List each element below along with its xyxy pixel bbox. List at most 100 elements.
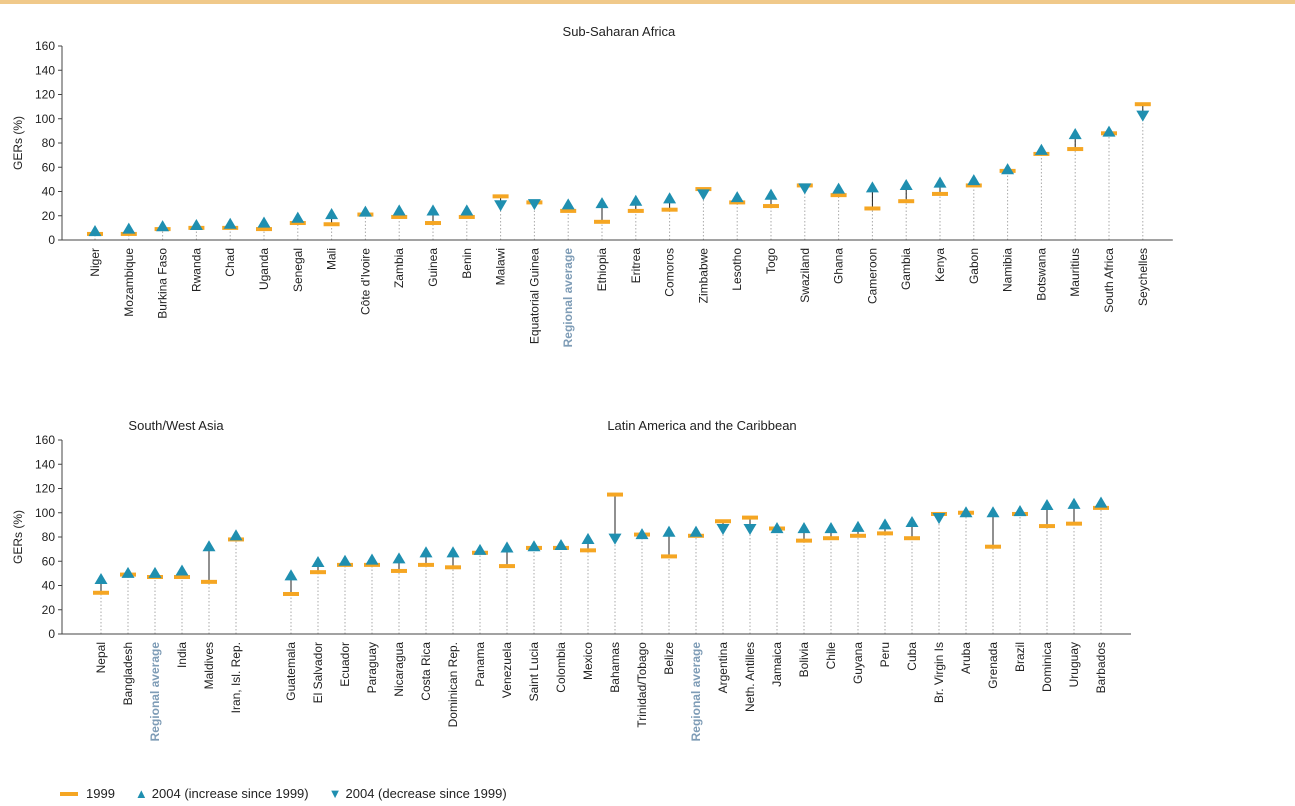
point-zambia-marker-2004-up [392,204,406,216]
point-uganda-marker-2004-up [257,216,271,228]
category-label-mali: Mali [325,248,339,270]
point-niger-marker-2004-up [88,225,102,237]
point-zimbabwe-marker-2004-down [696,189,710,201]
point-guyana-marker-1999 [850,533,866,538]
orange-dash-icon [60,791,78,796]
point-grenada-marker-1999 [985,544,1001,549]
point-malawi-marker-1999 [492,194,509,199]
triangle-up-icon: ▲ [134,786,148,801]
category-label-belize: Belize [662,642,676,675]
point-ecuador-marker-2004-up [338,554,352,566]
chart-panel-top: 0 20 40 60 80 100 120 140 160 GERs (%) Niger Mozamb… [11,24,1173,347]
category-label-venezuela: Venezuela [500,642,514,698]
category-label-benin: Benin [460,248,474,279]
y-tick-label-140: 140 [35,457,55,471]
point-cameroon-marker-1999 [864,206,881,211]
point-togo-marker-1999 [763,204,779,209]
point-chile-marker-2004-up [824,522,838,534]
category-label-gabon: Gabon [967,248,981,284]
category-label-guinea: Guinea [426,248,440,287]
category-label-bahamas: Bahamas [608,642,622,693]
point-india-marker-2004-up [175,564,189,576]
category-label-gambia: Gambia [899,248,913,290]
y-tick-label-120: 120 [35,482,55,496]
point-botswana-marker-2004-up [1034,143,1048,155]
category-label-regional-average: Regional average [148,642,162,742]
point-swaziland-marker-2004-down [798,183,812,195]
point-ghana-marker-2004-up [832,182,846,194]
category-label-kenya: Kenya [933,248,947,282]
category-label-nepal: Nepal [94,642,108,673]
y-tick-label-160: 160 [35,39,55,53]
point-dominican-rep-marker-1999 [445,565,461,570]
category-label-rwanda: Rwanda [189,248,203,292]
category-label-niger: Niger [88,248,102,277]
category-label-iran-isl-rep: Iran, Isl. Rep. [229,642,243,713]
point-senegal-marker-2004-up [291,211,305,223]
point-mexico-marker-1999 [580,548,596,553]
y-tick-label-40: 40 [42,579,56,593]
category-label-mozambique: Mozambique [122,248,136,317]
point-comoros-marker-2004-up [663,192,677,204]
y-tick-label-160: 160 [35,433,55,447]
point-bahamas-marker-1999 [607,492,623,497]
point-neth-antilles-marker-1999 [742,515,758,520]
category-label-senegal: Senegal [291,248,305,292]
point-barbados-marker-1999 [1093,505,1109,510]
point-panama-marker-2004-up [473,543,487,555]
point-cuba-marker-1999 [904,536,920,541]
triangle-down-icon: ▼ [328,786,342,801]
point-barbados-marker-2004-up [1094,496,1108,508]
point-maldives-marker-1999 [201,579,217,584]
legend-item-2004-decrease: ▼ 2004 (decrease since 1999) [329,786,507,801]
point-south-africa-marker-2004-up [1102,125,1116,137]
point-kenya-marker-2004-up [933,176,947,188]
point-brazil-marker-2004-up [1013,505,1027,517]
point-grenada-marker-2004-up [986,506,1000,518]
legend-label-2004-decrease: 2004 (decrease since 1999) [345,786,507,801]
point-zimbabwe-marker-1999 [695,187,712,192]
category-label-ecuador: Ecuador [338,642,352,687]
point-argentina-marker-1999 [715,519,731,524]
category-label-guyana: Guyana [851,642,865,684]
point-c-te-d-ivoire-marker-2004-up [358,205,372,217]
point-colombia-marker-2004-up [554,538,568,551]
point-guinea-marker-1999 [425,221,441,226]
y-tick-label-40: 40 [42,185,56,199]
category-label-regional-average: Regional average [689,642,703,742]
point-chile-marker-1999 [823,536,839,541]
point-paraguay-marker-2004-up [365,553,379,565]
point-mozambique-marker-1999 [120,231,137,236]
category-label-comoros: Comoros [663,248,677,297]
point-el-salvador-marker-1999 [310,570,326,575]
point-togo-marker-2004-up [764,188,778,200]
point-eritrea-marker-2004-up [629,194,643,206]
point-costa-rica-marker-1999 [418,562,434,567]
point-mauritius-marker-2004-up [1068,128,1082,140]
category-label-zimbabwe: Zimbabwe [696,248,710,304]
category-label-brazil: Brazil [1013,642,1027,672]
category-label-lesotho: Lesotho [730,248,744,291]
point-seychelles-marker-2004-down [1136,110,1150,122]
y-axis-label: GERs (%) [11,510,25,564]
point-nepal-marker-1999 [93,590,109,595]
category-label-burkina-faso: Burkina Faso [156,248,170,319]
category-label-uganda: Uganda [257,248,271,290]
point-eritrea-marker-1999 [627,208,644,213]
group-title-south-west-asia: South/West Asia [128,418,224,433]
point-venezuela-marker-2004-up [500,541,514,553]
point-mexico-marker-2004-up [581,532,595,544]
category-label-equatorial-guinea: Equatorial Guinea [527,248,541,344]
point-guatemala-marker-1999 [283,591,299,596]
point-venezuela-marker-1999 [499,564,515,569]
point-zambia-marker-1999 [391,214,408,219]
point-senegal-marker-1999 [289,221,306,226]
y-tick-label-20: 20 [42,603,56,617]
point-cameroon-marker-2004-up [865,181,879,193]
point-gabon-marker-2004-up [967,174,981,186]
y-tick-label-20: 20 [42,209,56,223]
y-tick-label-60: 60 [42,554,56,568]
group-title-sub-saharan-africa: Sub-Saharan Africa [563,24,677,39]
category-label-ethiopia: Ethiopia [595,248,609,292]
